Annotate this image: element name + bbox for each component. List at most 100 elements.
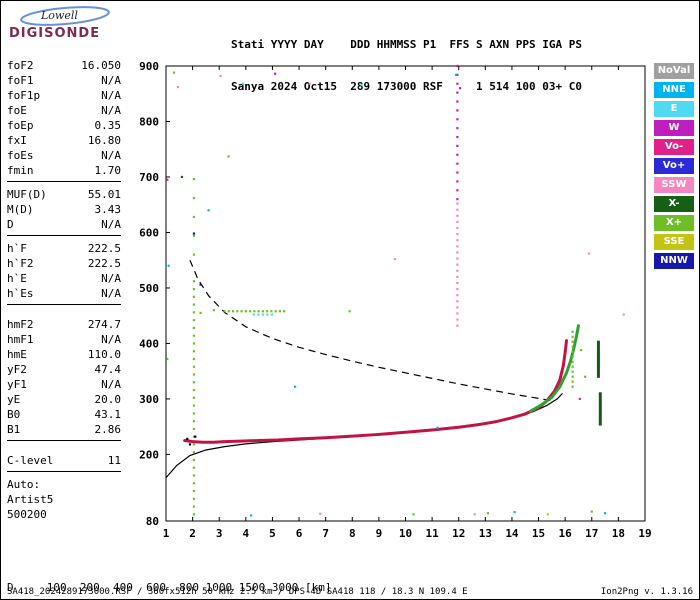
echo-dot [192,412,196,415]
y-tick-label: 80 [146,515,159,528]
param-row: hmF1 N/A [7,332,121,347]
echo-dot [412,513,415,516]
x-tick-label: 14 [505,527,519,540]
echo-dot [456,281,459,285]
param-value: 47.4 [94,363,122,376]
param-label: foE [7,104,27,117]
y-tick-label: 800 [139,115,159,128]
echo-dot [236,310,239,313]
echo-dot [266,313,269,316]
param-label: C-level [7,454,54,467]
echo-dot [188,443,192,446]
param-label: fxI [7,134,27,147]
echo-dot [473,513,476,516]
echo-dot [590,510,593,513]
param-row: fmin 1.70 [7,163,121,178]
param-label: yF1 [7,378,27,391]
legend-item: Vo+ [654,158,694,174]
param-row: foE N/A [7,103,121,118]
x-tick-label: 2 [189,527,196,540]
param-row: h`F2 222.5 [7,256,121,271]
echo-dot [180,175,184,179]
param-label: fmin [7,164,34,177]
echo-dot [192,373,196,376]
echo-dot [192,451,196,454]
echo-dot [571,365,574,368]
param-label: foF1 [7,74,34,87]
echo-dot [192,303,196,306]
param-label: Auto: [7,478,41,491]
param-label: MUF(D) [7,188,47,201]
echo-dot [192,482,196,485]
echo-dot [194,435,197,438]
echo-dot [456,162,459,165]
echo-dot [456,208,459,211]
param-label: hmF2 [7,318,34,331]
echo-dot [172,71,176,74]
echo-dot [622,313,625,316]
echo-dot [456,233,459,236]
echo-dot [456,245,459,248]
param-row: hmF2 274.7 [7,317,121,332]
echo-dot [603,512,607,515]
echo-dot [199,311,202,315]
param-value: N/A [101,272,121,285]
echo-dot [456,226,459,230]
param-value: N/A [101,333,121,346]
param-row: foEp 0.35 [7,118,121,133]
param-row: fxI 16.80 [7,133,121,148]
legend-item: X+ [654,215,694,231]
echo-dot [456,269,459,272]
legend-item: NNE [654,82,694,98]
x-tick-label: 7 [322,527,329,540]
param-value: 55.01 [87,188,121,201]
y-tick-label: 400 [139,337,159,350]
echo-dot [278,310,281,313]
param-label: h`Es [7,287,34,300]
echo-dot [456,180,459,183]
echo-dot [227,155,230,158]
echo-dot [486,512,490,515]
echo-dot [270,313,274,316]
echo-dot [176,85,180,89]
echo-dot [308,82,311,85]
legend-item: X- [654,196,694,212]
echo-dot [257,310,260,313]
param-value: 1.70 [94,164,122,177]
echo-dot [571,330,574,333]
echo-dot [580,348,583,352]
logo-swoosh-icon [20,6,110,26]
echo-dot [393,257,396,261]
echo-dot [456,263,459,266]
param-value: 222.5 [87,257,121,270]
echo-dot [456,257,459,260]
x-tick-label: 1 [163,527,170,540]
x-tick-label: 9 [376,527,383,540]
x-tick-label: 6 [296,527,303,540]
echo-dot [571,370,574,373]
param-row: h`F 222.5 [7,241,121,256]
echo-dot [266,310,269,313]
echo-dot [348,310,351,313]
echo-dot [571,375,574,378]
param-value: 222.5 [87,242,121,255]
legend-item: SSW [654,177,694,193]
o-mode-trace [183,339,568,444]
param-row: h`E N/A [7,271,121,286]
echo-dot [192,311,196,314]
echo-dot [456,100,459,103]
echo-dot [192,427,196,430]
legend-item: NoVal [654,63,694,79]
y-tick-label: 600 [139,226,159,239]
param-group: MUF(D) 55.01 M(D) 3.43 D N/A [7,187,121,236]
echo-dot [167,264,170,267]
echo-dot [192,287,196,291]
footer-file-info: SA418_2024289173000.RSF / 360fx512h 50 k… [7,587,468,597]
x-tick-label: 5 [269,527,276,540]
echo-dot [192,458,196,462]
x-tick-label: 8 [349,527,356,540]
echo-dot [192,443,196,446]
echo-dot [454,73,458,76]
param-row: foF1 N/A [7,73,121,88]
x-tick-label: 11 [425,527,439,540]
